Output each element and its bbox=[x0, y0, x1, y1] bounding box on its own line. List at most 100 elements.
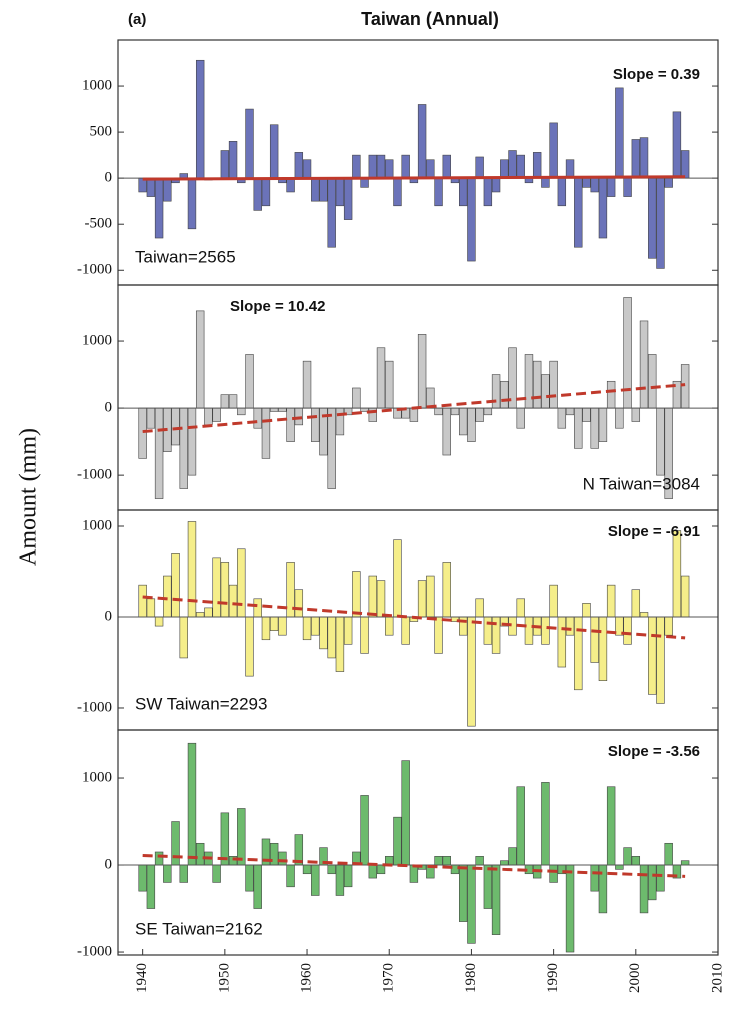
y-tick-label: -500 bbox=[85, 216, 113, 232]
bar bbox=[434, 177, 443, 207]
bar bbox=[376, 347, 386, 409]
bar bbox=[524, 354, 534, 409]
bar bbox=[138, 864, 147, 892]
bar bbox=[516, 407, 525, 429]
bar bbox=[376, 154, 386, 179]
bar bbox=[639, 864, 649, 914]
bar bbox=[434, 616, 443, 654]
bar bbox=[672, 530, 682, 618]
bar bbox=[574, 616, 583, 691]
bar bbox=[417, 334, 427, 409]
bar bbox=[187, 742, 197, 866]
bar bbox=[311, 616, 320, 636]
bar bbox=[565, 864, 575, 953]
trend-line bbox=[142, 853, 686, 878]
bar bbox=[541, 782, 550, 866]
bar bbox=[154, 851, 164, 866]
bar bbox=[442, 154, 451, 179]
bar bbox=[631, 139, 641, 179]
bar bbox=[401, 760, 410, 866]
bar bbox=[582, 407, 591, 422]
trend-line bbox=[142, 595, 686, 640]
bar bbox=[557, 177, 567, 207]
bar bbox=[352, 154, 361, 179]
bar bbox=[376, 864, 386, 875]
bar bbox=[385, 360, 394, 409]
bar bbox=[516, 786, 525, 866]
bar bbox=[212, 407, 221, 422]
bar bbox=[549, 360, 558, 409]
bar bbox=[483, 407, 493, 416]
bar bbox=[335, 864, 345, 896]
bar bbox=[343, 177, 353, 220]
bar bbox=[483, 616, 493, 645]
bar bbox=[286, 864, 295, 888]
bar bbox=[590, 864, 599, 892]
bar bbox=[467, 407, 476, 442]
bar bbox=[311, 407, 320, 442]
bar bbox=[335, 177, 345, 207]
bar bbox=[393, 539, 402, 618]
bar bbox=[417, 580, 427, 618]
bar bbox=[664, 616, 673, 636]
bar bbox=[360, 795, 369, 866]
bar bbox=[541, 177, 550, 188]
bar bbox=[179, 407, 188, 489]
bar bbox=[228, 394, 238, 409]
bar bbox=[368, 575, 377, 618]
bar bbox=[171, 407, 180, 446]
bar bbox=[179, 864, 188, 883]
bar bbox=[590, 616, 599, 663]
bar bbox=[491, 864, 501, 935]
bar bbox=[409, 864, 419, 883]
bar bbox=[220, 394, 230, 409]
bar bbox=[631, 407, 641, 422]
bar bbox=[598, 407, 608, 442]
bar bbox=[467, 177, 476, 262]
bar bbox=[524, 616, 534, 645]
bar bbox=[163, 575, 172, 618]
bar bbox=[582, 603, 591, 618]
bar bbox=[615, 407, 624, 429]
bar bbox=[532, 152, 542, 179]
bar bbox=[154, 407, 164, 499]
bar bbox=[195, 612, 205, 618]
bar bbox=[417, 104, 427, 179]
y-tick-label: 0 bbox=[105, 170, 113, 186]
y-axis-label: Amount (mm) bbox=[16, 428, 42, 566]
bar bbox=[245, 108, 254, 179]
x-tick-label: 1950 bbox=[216, 963, 232, 993]
bar bbox=[508, 847, 517, 866]
bar bbox=[434, 856, 443, 866]
bar bbox=[319, 177, 328, 202]
panel-label: N Taiwan=3084 bbox=[583, 474, 700, 493]
bar bbox=[212, 557, 221, 618]
trend-line bbox=[142, 175, 686, 181]
bar bbox=[327, 407, 336, 489]
bar bbox=[574, 177, 583, 248]
bar bbox=[261, 177, 271, 207]
bar bbox=[606, 584, 616, 618]
bar bbox=[368, 154, 377, 179]
bar bbox=[335, 616, 345, 672]
bar bbox=[327, 864, 336, 875]
bar bbox=[146, 864, 156, 909]
bar bbox=[631, 856, 641, 866]
bar bbox=[187, 521, 197, 618]
bar bbox=[574, 407, 583, 449]
chart-title: Taiwan (Annual) bbox=[361, 9, 499, 29]
bar bbox=[171, 553, 180, 618]
bar bbox=[195, 310, 205, 409]
bar bbox=[409, 407, 419, 422]
bar bbox=[508, 150, 517, 179]
bar bbox=[639, 320, 649, 409]
x-tick-label: 1970 bbox=[381, 963, 397, 993]
bar bbox=[179, 616, 188, 659]
trend-line bbox=[142, 383, 686, 434]
bar bbox=[549, 584, 558, 618]
bar bbox=[623, 297, 632, 409]
bar bbox=[648, 177, 657, 259]
x-tick-label: 1980 bbox=[463, 963, 479, 993]
bar bbox=[393, 816, 402, 866]
y-tick-label: -1000 bbox=[77, 467, 112, 483]
